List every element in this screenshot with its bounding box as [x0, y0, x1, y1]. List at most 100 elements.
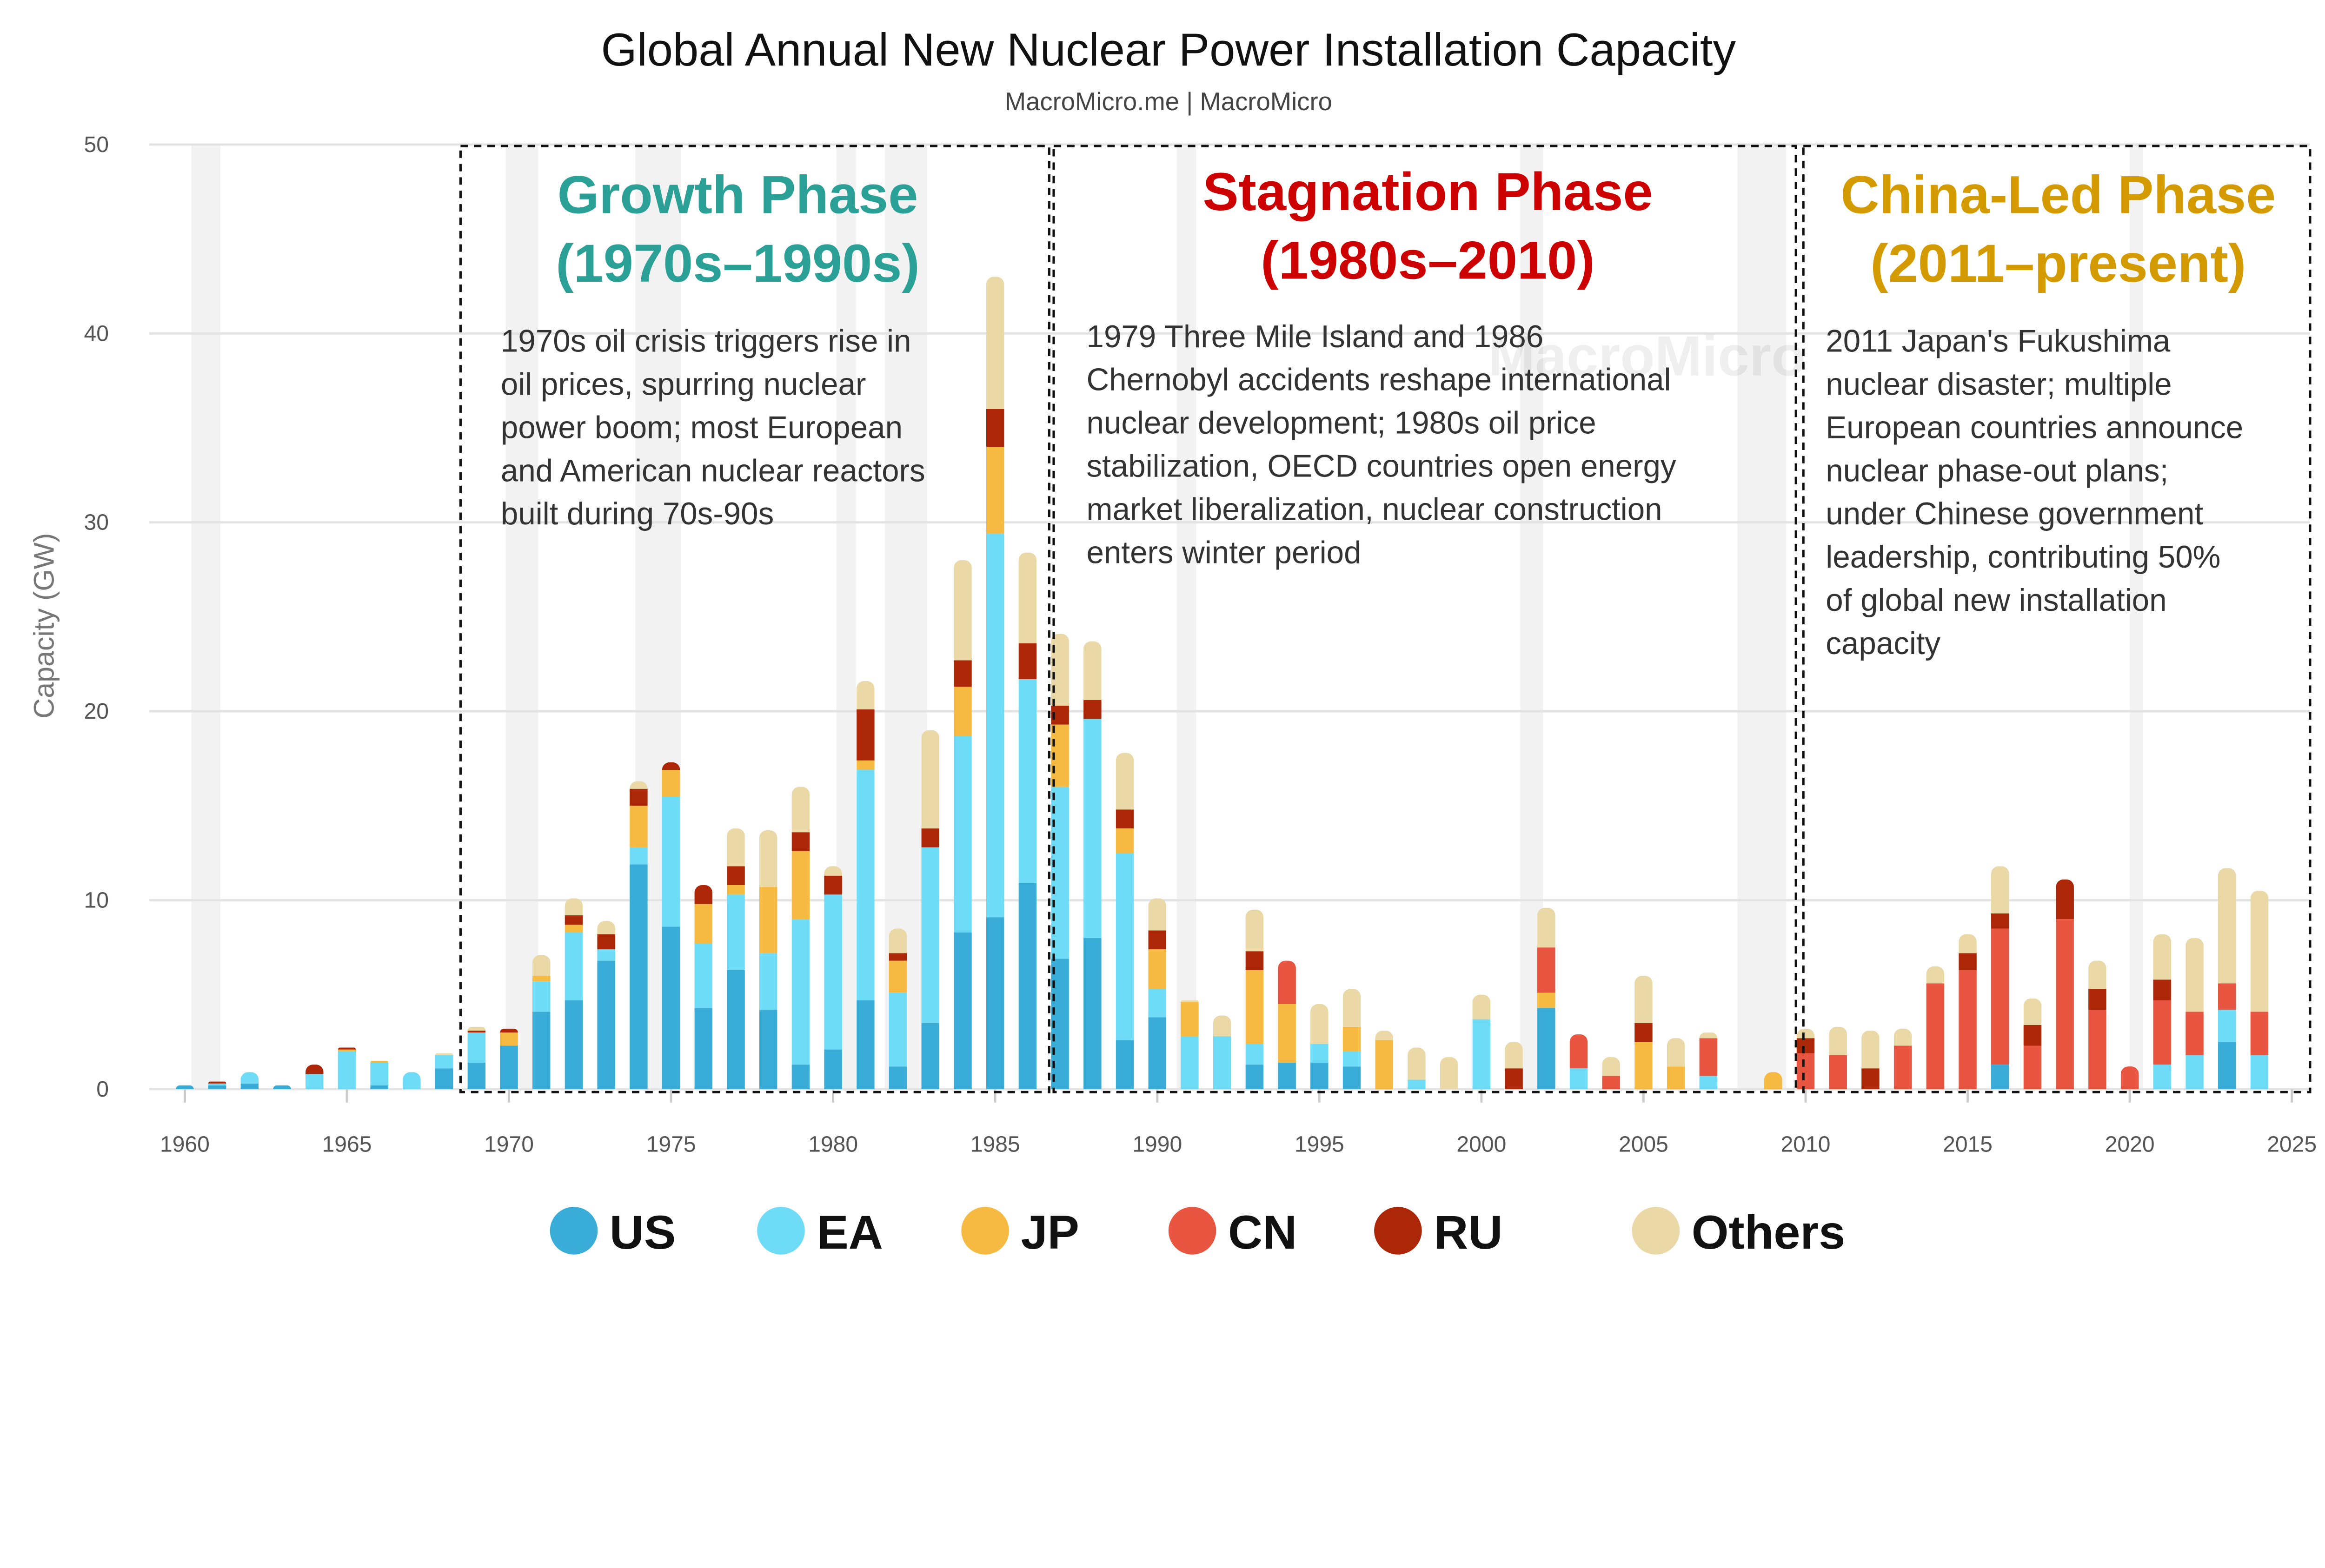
bar-segment-jp	[532, 976, 551, 982]
bar-segment-jp	[1634, 1042, 1653, 1089]
bar-stack-1966	[370, 1060, 388, 1089]
bar-stack-2009	[1764, 1072, 1782, 1089]
bar-segment-ru	[467, 1030, 486, 1033]
legend: US EA JP CN RU Others	[550, 1205, 1845, 1259]
bar-segment-cn	[1959, 970, 1977, 1089]
bar-segment-us	[208, 1085, 226, 1089]
x-tick-label: 2005	[1619, 1132, 1668, 1157]
bar-segment-others	[759, 830, 777, 887]
bar-stack-1976	[694, 885, 713, 1089]
bar-segment-ru	[1991, 913, 2009, 929]
china-led-phase-box	[1802, 145, 2312, 1093]
bar-segment-others	[467, 1026, 486, 1031]
bar-segment-cn	[1796, 1053, 1815, 1089]
y-tick-label: 50	[84, 132, 109, 157]
legend-label-ea: EA	[817, 1205, 883, 1259]
stagnation-phase-box	[1052, 145, 1797, 1093]
phase-text: 1979 Three Mile Island and 1986	[1087, 319, 1544, 354]
bar-segment-others	[1408, 1047, 1426, 1080]
bar-segment-ea	[435, 1055, 453, 1069]
bar-segment-others	[2250, 891, 2269, 1012]
bar-segment-us	[370, 1085, 388, 1089]
bar-segment-ea	[1310, 1044, 1329, 1063]
bar-segment-others	[1861, 1030, 1880, 1069]
bar-segment-us	[500, 1045, 518, 1089]
bar-segment-others	[1472, 994, 1491, 1019]
bar-segment-ru	[306, 1065, 324, 1074]
x-tick-label: 1980	[808, 1132, 858, 1157]
bar-segment-jp	[1245, 970, 1264, 1044]
bar-segment-others	[1505, 1042, 1523, 1069]
bar-segment-ru	[1505, 1068, 1523, 1089]
annotation-china-led-phase: China-Led Phase (2011–present) 2011 Japa…	[1802, 145, 2312, 1093]
legend-label-us: US	[610, 1205, 676, 1259]
bar-segment-jp	[338, 1049, 356, 1052]
bar-segment-cn	[1602, 1076, 1620, 1089]
bar-segment-ea	[954, 735, 972, 933]
phase-text: 1970s oil crisis triggers rise in	[501, 324, 911, 358]
bar-segment-ea	[889, 992, 907, 1067]
bar-stack-1994	[1278, 960, 1296, 1089]
bar-segment-others	[1893, 1028, 1912, 1046]
bar-segment-cn	[1569, 1034, 1588, 1069]
bar-segment-us	[435, 1068, 453, 1089]
bar-segment-ea	[240, 1072, 259, 1084]
bar-segment-us	[467, 1063, 486, 1089]
bar-segment-others	[532, 955, 551, 976]
bar-stack-1988	[1083, 641, 1102, 1089]
bar-segment-ea	[1699, 1076, 1718, 1089]
bar-segment-others	[889, 928, 907, 953]
bar-segment-jp	[1537, 992, 1555, 1008]
bar-segment-cn	[2218, 983, 2236, 1010]
bar-segment-others	[597, 921, 615, 934]
bar-segment-ru	[597, 934, 615, 950]
bar-stack-1969	[467, 1026, 486, 1089]
bar-segment-others	[1829, 1026, 1847, 1055]
legend-label-ru: RU	[1434, 1205, 1502, 1259]
nuclear-capacity-chart: Global Annual New Nuclear Power Installa…	[28, 24, 2317, 1259]
bar-segment-ea	[921, 847, 940, 1023]
bar-segment-ru	[500, 1028, 518, 1033]
bar-segment-jp	[1116, 828, 1134, 853]
bar-segment-ru	[1018, 643, 1037, 680]
bar-segment-cn	[1926, 983, 1945, 1089]
phase-text: enters winter period	[1087, 536, 1362, 570]
bar-stack-2023	[2218, 868, 2236, 1089]
bar-segment-ea	[630, 847, 648, 865]
bar-stack-1983	[921, 730, 940, 1089]
bar-segment-others	[1926, 966, 1945, 984]
legend-marker-ea	[757, 1207, 805, 1255]
bar-segment-ea	[532, 981, 551, 1012]
bar-segment-us	[986, 917, 1004, 1089]
bar-segment-ea	[727, 894, 745, 970]
bar-segment-ea	[208, 1083, 226, 1085]
bar-segment-ru	[338, 1047, 356, 1050]
bar-segment-us	[565, 1000, 583, 1089]
bar-stack-1987	[1051, 634, 1069, 1089]
bar-segment-others	[857, 681, 875, 710]
bar-segment-us	[1537, 1008, 1555, 1089]
bar-segment-jp	[791, 851, 810, 920]
phase-title: China-Led Phase	[1840, 165, 2276, 225]
bar-stack-1962	[240, 1072, 259, 1089]
bar-stack-2019	[2088, 960, 2106, 1089]
bar-stack-2007	[1699, 1032, 1718, 1089]
bar-stack-1979	[791, 787, 810, 1089]
phase-text: stabilization, OECD countries open energ…	[1087, 449, 1676, 484]
x-tick-label: 1975	[646, 1132, 696, 1157]
bar-segment-ea	[1116, 853, 1134, 1040]
bar-stack-1986	[1018, 552, 1037, 1089]
bar-segment-ru	[1116, 809, 1134, 829]
x-axis-ticks: 1960 1965 1970 1975 1980 1985 1990 1995 2000 2005…	[160, 1089, 2317, 1157]
bar-segment-jp	[1148, 949, 1167, 989]
bar-segment-others	[1116, 753, 1134, 810]
bar-segment-cn	[2023, 1045, 2042, 1089]
bar-stack-1975	[662, 762, 680, 1089]
bar-segment-ru	[2153, 979, 2172, 1000]
bar-segment-ea	[370, 1063, 388, 1085]
x-tick-label: 1990	[1132, 1132, 1182, 1157]
bar-stack-2012	[1861, 1030, 1880, 1089]
bar-segment-ea	[1018, 679, 1037, 883]
phase-text: built during 70s-90s	[501, 496, 774, 531]
bar-stack-1985	[986, 277, 1004, 1089]
